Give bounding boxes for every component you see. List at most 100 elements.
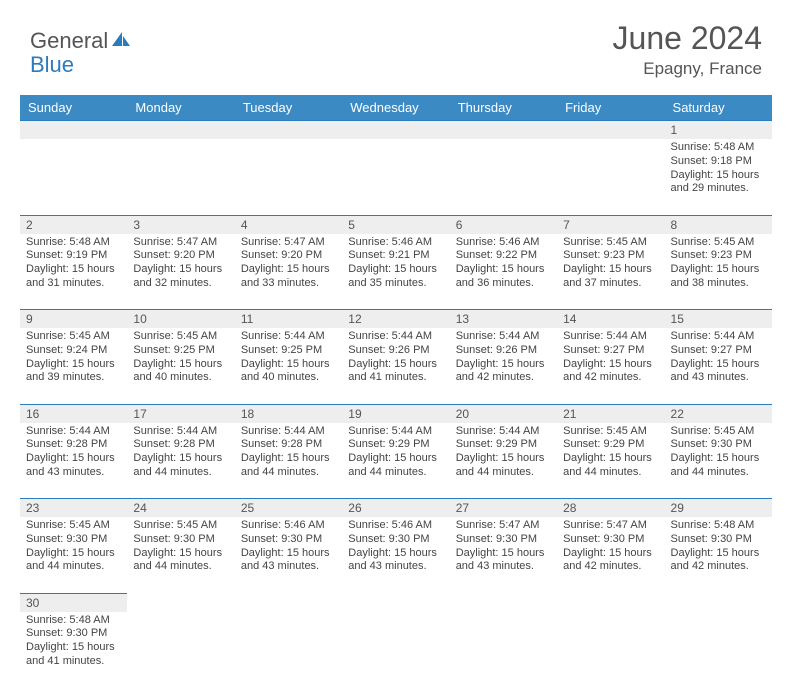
day-number-cell — [127, 593, 234, 612]
day-number-cell: 11 — [235, 310, 342, 329]
daylight-text: Daylight: 15 hours and 41 minutes. — [348, 358, 443, 386]
sunset-text: Sunset: 9:29 PM — [563, 438, 658, 452]
weekday-header: Thursday — [450, 95, 557, 121]
sunrise-text: Sunrise: 5:48 AM — [26, 236, 121, 250]
daylight-text: Daylight: 15 hours and 29 minutes. — [671, 169, 766, 197]
sunset-text: Sunset: 9:29 PM — [348, 438, 443, 452]
sunrise-text: Sunrise: 5:44 AM — [671, 330, 766, 344]
sunrise-text: Sunrise: 5:45 AM — [26, 330, 121, 344]
sunrise-text: Sunrise: 5:44 AM — [241, 330, 336, 344]
month-title: June 2024 — [613, 20, 762, 57]
sunset-text: Sunset: 9:27 PM — [671, 344, 766, 358]
sunset-text: Sunset: 9:30 PM — [26, 627, 121, 641]
day-number-cell — [665, 593, 772, 612]
sunrise-text: Sunrise: 5:44 AM — [133, 425, 228, 439]
sunrise-text: Sunrise: 5:46 AM — [241, 519, 336, 533]
daylight-text: Daylight: 15 hours and 31 minutes. — [26, 263, 121, 291]
day-number-cell — [342, 593, 449, 612]
day-cell — [20, 139, 127, 215]
daylight-text: Daylight: 15 hours and 33 minutes. — [241, 263, 336, 291]
day-number-cell: 16 — [20, 404, 127, 423]
day-cell: Sunrise: 5:45 AMSunset: 9:23 PMDaylight:… — [557, 234, 664, 310]
day-number-cell: 4 — [235, 215, 342, 234]
day-content-row: Sunrise: 5:48 AMSunset: 9:30 PMDaylight:… — [20, 612, 772, 688]
day-number-cell — [557, 121, 664, 140]
day-number-cell: 18 — [235, 404, 342, 423]
daylight-text: Daylight: 15 hours and 42 minutes. — [563, 358, 658, 386]
sunrise-text: Sunrise: 5:47 AM — [563, 519, 658, 533]
day-cell: Sunrise: 5:48 AMSunset: 9:30 PMDaylight:… — [20, 612, 127, 688]
weekday-header: Saturday — [665, 95, 772, 121]
daylight-text: Daylight: 15 hours and 44 minutes. — [348, 452, 443, 480]
sunrise-text: Sunrise: 5:44 AM — [26, 425, 121, 439]
weekday-header: Wednesday — [342, 95, 449, 121]
day-cell: Sunrise: 5:44 AMSunset: 9:25 PMDaylight:… — [235, 328, 342, 404]
sunrise-text: Sunrise: 5:45 AM — [26, 519, 121, 533]
day-cell: Sunrise: 5:44 AMSunset: 9:27 PMDaylight:… — [665, 328, 772, 404]
daylight-text: Daylight: 15 hours and 44 minutes. — [133, 547, 228, 575]
sunrise-text: Sunrise: 5:45 AM — [563, 236, 658, 250]
day-cell — [235, 139, 342, 215]
day-number-cell: 15 — [665, 310, 772, 329]
logo-text-general: General — [30, 28, 108, 54]
day-cell: Sunrise: 5:44 AMSunset: 9:28 PMDaylight:… — [127, 423, 234, 499]
sunset-text: Sunset: 9:30 PM — [348, 533, 443, 547]
day-number-cell: 20 — [450, 404, 557, 423]
day-number-cell: 13 — [450, 310, 557, 329]
daylight-text: Daylight: 15 hours and 35 minutes. — [348, 263, 443, 291]
sunset-text: Sunset: 9:24 PM — [26, 344, 121, 358]
day-number-cell: 28 — [557, 499, 664, 518]
day-cell — [450, 139, 557, 215]
sunset-text: Sunset: 9:30 PM — [133, 533, 228, 547]
day-cell — [557, 139, 664, 215]
day-cell — [235, 612, 342, 688]
sunset-text: Sunset: 9:28 PM — [241, 438, 336, 452]
day-number-cell: 12 — [342, 310, 449, 329]
day-cell: Sunrise: 5:47 AMSunset: 9:20 PMDaylight:… — [127, 234, 234, 310]
sunset-text: Sunset: 9:23 PM — [671, 249, 766, 263]
sunset-text: Sunset: 9:30 PM — [241, 533, 336, 547]
sunrise-text: Sunrise: 5:45 AM — [133, 519, 228, 533]
day-cell: Sunrise: 5:44 AMSunset: 9:29 PMDaylight:… — [450, 423, 557, 499]
sunrise-text: Sunrise: 5:44 AM — [348, 425, 443, 439]
day-number-cell: 6 — [450, 215, 557, 234]
day-cell: Sunrise: 5:47 AMSunset: 9:30 PMDaylight:… — [450, 517, 557, 593]
day-number-row: 9101112131415 — [20, 310, 772, 329]
sunrise-text: Sunrise: 5:45 AM — [133, 330, 228, 344]
day-cell — [665, 612, 772, 688]
day-number-cell: 2 — [20, 215, 127, 234]
sunrise-text: Sunrise: 5:45 AM — [671, 425, 766, 439]
daylight-text: Daylight: 15 hours and 37 minutes. — [563, 263, 658, 291]
day-cell: Sunrise: 5:47 AMSunset: 9:20 PMDaylight:… — [235, 234, 342, 310]
day-cell: Sunrise: 5:48 AMSunset: 9:18 PMDaylight:… — [665, 139, 772, 215]
day-number-cell — [235, 121, 342, 140]
day-content-row: Sunrise: 5:48 AMSunset: 9:19 PMDaylight:… — [20, 234, 772, 310]
day-number-cell: 22 — [665, 404, 772, 423]
day-cell: Sunrise: 5:46 AMSunset: 9:21 PMDaylight:… — [342, 234, 449, 310]
day-cell — [450, 612, 557, 688]
day-cell: Sunrise: 5:44 AMSunset: 9:28 PMDaylight:… — [235, 423, 342, 499]
logo-text-blue: Blue — [30, 52, 74, 78]
day-cell: Sunrise: 5:45 AMSunset: 9:30 PMDaylight:… — [127, 517, 234, 593]
day-cell: Sunrise: 5:44 AMSunset: 9:26 PMDaylight:… — [450, 328, 557, 404]
day-number-cell — [342, 121, 449, 140]
title-block: June 2024 Epagny, France — [613, 20, 762, 79]
day-cell — [342, 612, 449, 688]
sunrise-text: Sunrise: 5:46 AM — [348, 236, 443, 250]
sunset-text: Sunset: 9:30 PM — [563, 533, 658, 547]
daylight-text: Daylight: 15 hours and 44 minutes. — [671, 452, 766, 480]
day-cell: Sunrise: 5:45 AMSunset: 9:24 PMDaylight:… — [20, 328, 127, 404]
day-number-cell: 7 — [557, 215, 664, 234]
daylight-text: Daylight: 15 hours and 39 minutes. — [26, 358, 121, 386]
sunrise-text: Sunrise: 5:47 AM — [456, 519, 551, 533]
sunrise-text: Sunrise: 5:47 AM — [241, 236, 336, 250]
daylight-text: Daylight: 15 hours and 44 minutes. — [26, 547, 121, 575]
sunset-text: Sunset: 9:25 PM — [241, 344, 336, 358]
day-cell: Sunrise: 5:45 AMSunset: 9:29 PMDaylight:… — [557, 423, 664, 499]
sunset-text: Sunset: 9:30 PM — [26, 533, 121, 547]
daylight-text: Daylight: 15 hours and 43 minutes. — [241, 547, 336, 575]
daylight-text: Daylight: 15 hours and 43 minutes. — [348, 547, 443, 575]
day-cell: Sunrise: 5:46 AMSunset: 9:22 PMDaylight:… — [450, 234, 557, 310]
day-number-cell — [450, 593, 557, 612]
day-number-cell — [450, 121, 557, 140]
